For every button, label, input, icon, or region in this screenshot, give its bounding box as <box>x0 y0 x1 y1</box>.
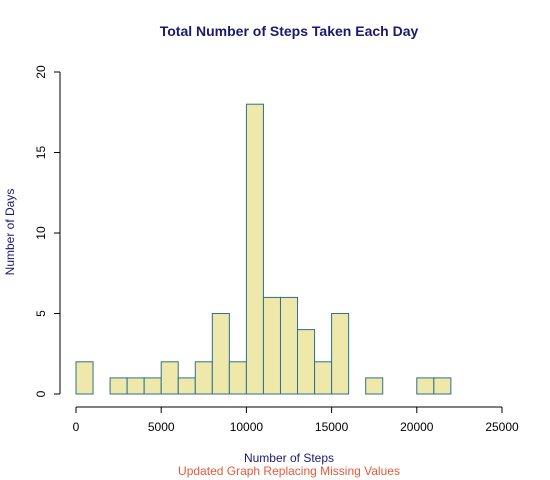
histogram-bar <box>262 296 281 395</box>
y-tick-label: 20 <box>34 65 48 79</box>
chart-subtitle: Updated Graph Replacing Missing Values <box>178 464 400 478</box>
x-tick-label: 10000 <box>230 420 264 434</box>
histogram-bar <box>365 377 384 395</box>
histogram-bar <box>126 377 145 395</box>
histogram-bar <box>416 377 435 395</box>
x-axis: 0 5000 10000 15000 20000 25000 <box>73 406 519 434</box>
chart-title: Total Number of Steps Taken Each Day <box>160 23 419 39</box>
histogram-bar <box>279 296 299 395</box>
x-tick-label: 15000 <box>315 420 349 434</box>
bars-group <box>75 103 452 395</box>
x-tick-label: 25000 <box>485 420 519 434</box>
x-tick-label: 20000 <box>400 420 434 434</box>
y-axis: 0 5 10 15 20 <box>34 65 61 397</box>
y-axis-label: Number of Days <box>3 189 17 276</box>
histogram-bar <box>177 377 196 395</box>
histogram-bar <box>211 313 230 395</box>
histogram-bar <box>160 361 179 395</box>
y-tick-label: 0 <box>34 390 48 397</box>
y-tick-label: 10 <box>34 226 48 240</box>
histogram-bar <box>109 377 128 395</box>
x-tick-label: 5000 <box>148 420 175 434</box>
histogram-bar <box>314 361 333 395</box>
histogram-bar <box>297 329 316 395</box>
histogram-bar <box>143 377 162 395</box>
histogram-bar <box>194 361 213 395</box>
histogram-bar <box>331 313 350 395</box>
x-tick-label: 0 <box>73 420 80 434</box>
y-tick-label: 5 <box>34 310 48 317</box>
histogram-bar <box>228 361 247 395</box>
histogram-bar <box>75 361 94 395</box>
histogram-bar <box>245 103 264 395</box>
histogram-bar <box>433 377 452 395</box>
x-axis-label: Number of Steps <box>244 451 334 465</box>
y-tick-label: 15 <box>34 146 48 160</box>
